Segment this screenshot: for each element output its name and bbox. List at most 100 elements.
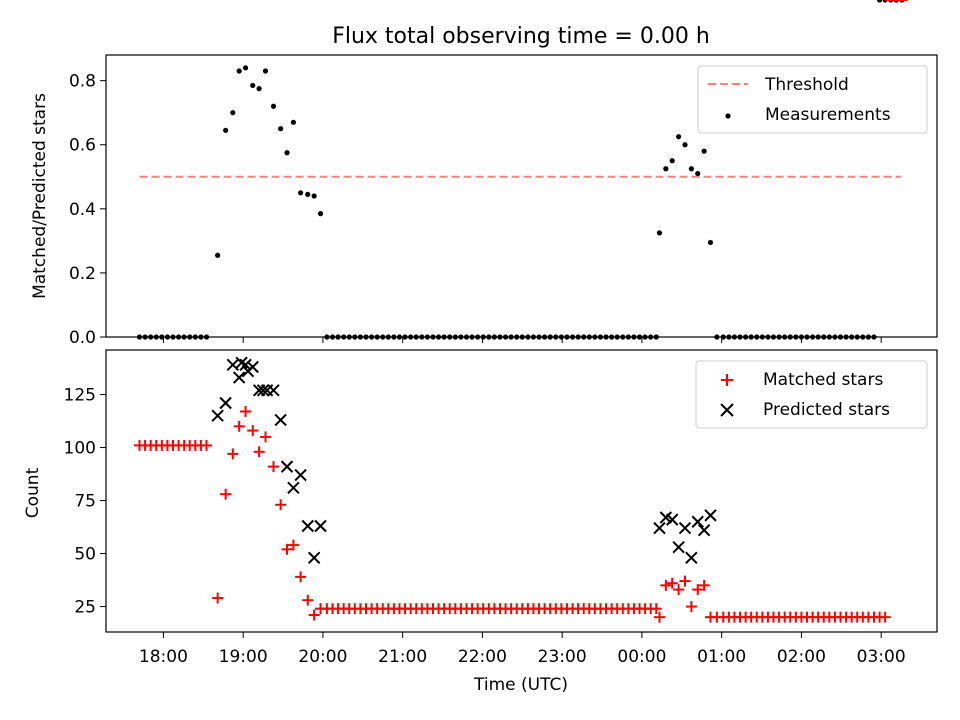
measurement-point [826,334,832,340]
measurement-point [170,334,176,340]
matched-stars-point [650,603,662,615]
top-panel: 0.00.20.40.60.8 Matched/Predicted stars … [30,0,938,348]
measurement-point [290,119,297,125]
measurement-point [305,191,311,197]
measurement-point [871,334,877,340]
measurement-point [181,334,187,340]
measurement-point [502,334,509,340]
x-tick-label: 18:00 [139,647,188,667]
measurement-point [262,68,269,74]
bottom-legend-box [695,360,928,429]
matched-stars-point [260,431,272,443]
matched-stars-point [281,543,293,555]
measurement-point [592,334,598,340]
bottom-panel: 25 50 75 100 125 18:00 19:00 20:00 21:00 22:00 23… [23,0,938,695]
measurement-point [676,134,682,140]
matched-stars-point [666,577,678,589]
measurement-point [620,334,626,340]
top-y-tick-label: 0.4 [69,200,96,220]
measurement-point [508,334,514,340]
measurement-point [480,334,486,340]
bottom-y-tick-label: 25 [74,598,96,618]
top-y-ticks: 0.0 0.2 0.4 0.6 0.8 [69,72,106,348]
measurement-point [748,334,754,340]
measurement-point [284,150,290,156]
bottom-y-tick-label: 100 [64,439,96,459]
predicted-stars-point [301,519,314,533]
measurement-point [198,334,204,340]
matched-stars-point [233,420,245,432]
measurement-point [648,334,654,340]
measurement-point [374,334,380,340]
measurement-point [452,334,458,340]
measurement-point [876,0,883,3]
predicted-stars-point [232,371,246,384]
matched-legend-label: Matched stars [763,370,883,390]
bottom-y-tick-label: 75 [74,492,96,512]
measurement-point [597,334,604,340]
x-tick-label: 19:00 [219,647,268,667]
predicted-stars-point [678,521,692,535]
measurement-point [519,334,525,340]
measurement-point [536,334,542,340]
measurement-point [707,239,714,246]
predicted-stars-point [280,460,294,473]
predicted-stars-point [267,384,280,397]
matched-stars-point [653,611,665,623]
measurement-point [793,334,799,340]
bottom-legend: Matched stars Predicted stars [695,360,928,429]
measurement-point [854,334,860,340]
predicted-stars-point [239,358,252,372]
measurement-point [770,334,777,340]
x-tick-label: 21:00 [378,647,427,667]
predicted-stars-point [697,524,711,537]
predicted-stars-point [691,515,704,528]
measurement-point [759,334,765,340]
measurement-point [804,334,810,340]
bottom-plot-area [133,0,908,623]
measurement-point [809,334,816,340]
measurement-point [688,166,694,172]
matched-stars-point [200,439,212,451]
measurement-point [754,334,760,340]
measurement-point [525,334,531,340]
measurement-point [223,127,229,133]
measurement-point [787,334,793,340]
matched-stars-point [679,575,691,587]
predicted-stars-point [246,360,259,374]
x-tick-label: 22:00 [458,647,507,667]
measurements-legend-label: Measurements [765,105,891,125]
measurement-point [352,334,358,340]
measurement-point [663,166,669,172]
measurement-point [203,334,210,340]
measurement-point [542,334,548,340]
measurement-point [187,334,193,340]
measurement-point [463,334,470,340]
bottom-y-tick-label: 50 [74,545,96,565]
top-y-tick-label: 0.8 [69,72,96,92]
measurement-point [413,334,419,340]
measurement-point [230,110,236,116]
measurement-point [148,334,154,340]
matched-legend-swatch [721,374,733,386]
matched-stars-point [212,592,224,604]
measurement-point [419,334,425,340]
matched-stars-point [308,609,320,621]
predicted-stars-point [704,509,717,522]
measurement-point [491,334,497,340]
predicted-stars-point [672,540,685,554]
measurement-point [469,334,475,340]
measurement-point [136,334,143,340]
measurement-point [192,334,198,340]
measurement-point [435,334,442,340]
measurement-point [575,334,581,340]
measurement-point [569,334,576,340]
measurement-point [726,334,732,340]
measurement-point [142,334,148,340]
measurement-point [837,334,844,340]
measurement-point [849,334,855,340]
measurement-point [782,334,788,340]
matched-stars-point [275,499,287,511]
bottom-y-axis-label: Count [23,467,43,518]
measurements-legend-swatch [725,113,731,119]
